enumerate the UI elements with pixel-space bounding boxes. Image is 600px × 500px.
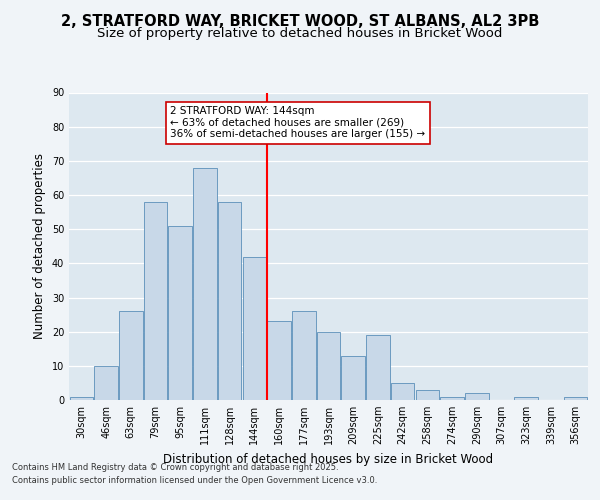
Text: Size of property relative to detached houses in Bricket Wood: Size of property relative to detached ho…: [97, 28, 503, 40]
Bar: [564, 396, 587, 400]
Bar: [70, 396, 93, 400]
Text: 2, STRATFORD WAY, BRICKET WOOD, ST ALBANS, AL2 3PB: 2, STRATFORD WAY, BRICKET WOOD, ST ALBAN…: [61, 14, 539, 29]
Bar: [317, 332, 340, 400]
Bar: [268, 322, 291, 400]
Bar: [465, 393, 488, 400]
Bar: [391, 383, 415, 400]
Y-axis label: Number of detached properties: Number of detached properties: [33, 153, 46, 339]
X-axis label: Distribution of detached houses by size in Bricket Wood: Distribution of detached houses by size …: [163, 452, 494, 466]
Bar: [366, 335, 389, 400]
Text: Contains public sector information licensed under the Open Government Licence v3: Contains public sector information licen…: [12, 476, 377, 485]
Bar: [169, 226, 192, 400]
Bar: [341, 356, 365, 400]
Text: 2 STRATFORD WAY: 144sqm
← 63% of detached houses are smaller (269)
36% of semi-d: 2 STRATFORD WAY: 144sqm ← 63% of detache…: [170, 106, 425, 140]
Bar: [440, 396, 464, 400]
Bar: [242, 256, 266, 400]
Bar: [292, 311, 316, 400]
Bar: [119, 311, 143, 400]
Text: Contains HM Land Registry data © Crown copyright and database right 2025.: Contains HM Land Registry data © Crown c…: [12, 462, 338, 471]
Bar: [144, 202, 167, 400]
Bar: [94, 366, 118, 400]
Bar: [193, 168, 217, 400]
Bar: [218, 202, 241, 400]
Bar: [514, 396, 538, 400]
Bar: [416, 390, 439, 400]
